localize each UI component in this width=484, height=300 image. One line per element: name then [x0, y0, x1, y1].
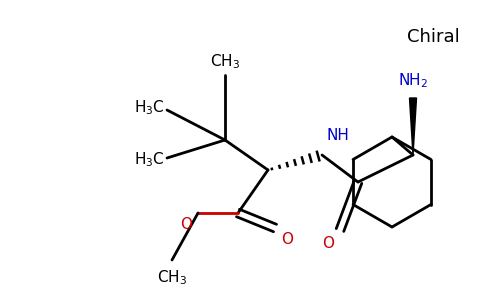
Polygon shape [409, 98, 417, 155]
Text: NH: NH [326, 128, 349, 143]
Text: Chiral: Chiral [407, 28, 460, 46]
Text: H$_3$C: H$_3$C [135, 151, 165, 169]
Text: NH$_2$: NH$_2$ [398, 71, 428, 90]
Text: O: O [180, 217, 192, 232]
Text: CH$_3$: CH$_3$ [210, 52, 240, 71]
Text: O: O [322, 236, 334, 251]
Text: O: O [281, 232, 293, 247]
Text: CH$_3$: CH$_3$ [157, 268, 187, 287]
Text: H$_3$C: H$_3$C [135, 99, 165, 117]
